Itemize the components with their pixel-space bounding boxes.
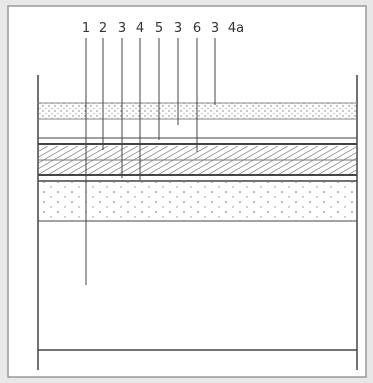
- label: 1: [82, 21, 90, 36]
- label: 5: [155, 21, 163, 36]
- label: 6: [193, 21, 201, 36]
- label: 4: [136, 21, 144, 36]
- label: 2: [99, 21, 107, 36]
- diagram: 1 2 3 4 5 3 6 3 4a: [0, 0, 373, 383]
- label: 3: [118, 21, 126, 36]
- label: 4a: [228, 21, 244, 36]
- label: 3: [211, 21, 219, 36]
- label: 3: [174, 21, 182, 36]
